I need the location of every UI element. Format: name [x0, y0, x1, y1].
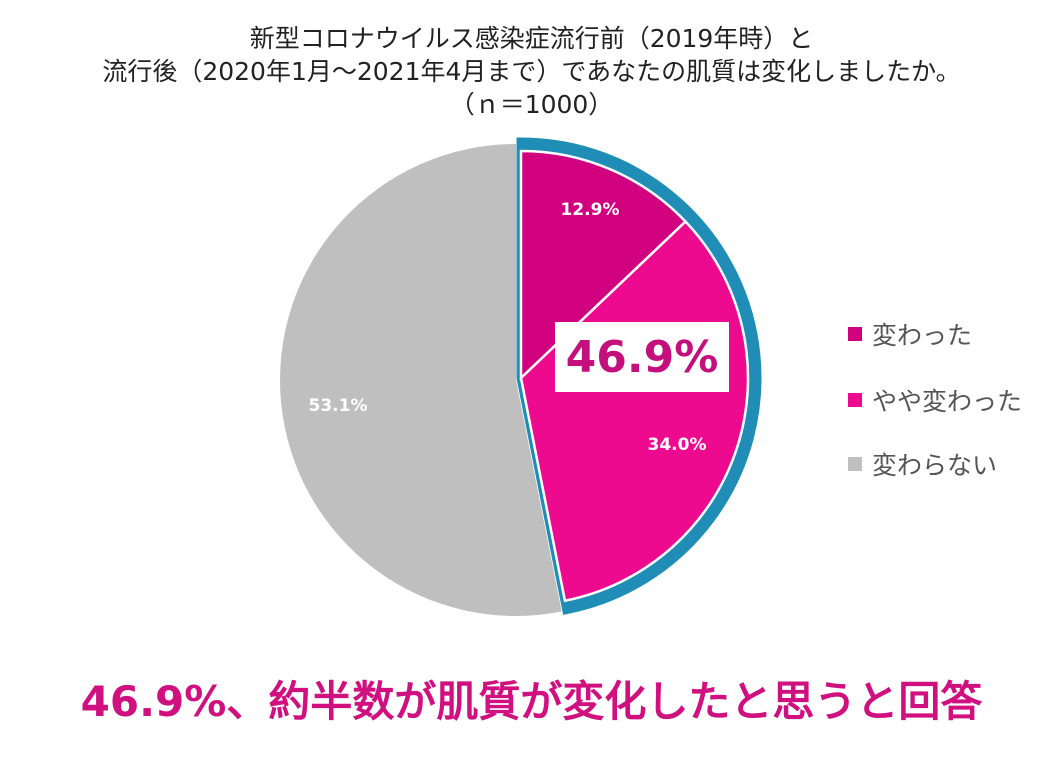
- headline: 46.9%、約半数が肌質が変化したと思うと回答: [80, 677, 983, 726]
- chart-title-line-2: 流行後（2020年1月～2021年4月まで）であなたの肌質は変化しましたか。: [102, 57, 961, 86]
- legend-item-unchanged: 変わらない: [848, 446, 997, 482]
- combined-changed-label: 46.9%: [555, 322, 729, 392]
- legend-swatch: [848, 327, 862, 341]
- legend-label: 変わった: [872, 321, 973, 350]
- chart-title-line-1: 新型コロナウイルス感染症流行前（2019年時）と: [249, 24, 814, 53]
- pie-slice-unchanged: [280, 143, 562, 616]
- legend-swatch: [848, 393, 862, 407]
- pie-slice-somewhat-changed: [519, 219, 750, 603]
- legend-item-somewhat-changed: やや変わった: [848, 382, 1022, 418]
- legend-label: 変わらない: [872, 451, 998, 480]
- data-label-unchanged: 53.1%: [309, 396, 368, 416]
- pie-slice-changed: [519, 149, 688, 381]
- legend-item-changed: 変わった: [848, 316, 972, 352]
- data-label-somewhat-changed: 34.0%: [648, 435, 707, 455]
- legend-label: やや変わった: [872, 387, 1023, 416]
- legend-swatch: [848, 457, 862, 471]
- data-label-changed: 12.9%: [561, 200, 620, 220]
- chart-title-line-3: （ｎ＝1000）: [449, 90, 614, 119]
